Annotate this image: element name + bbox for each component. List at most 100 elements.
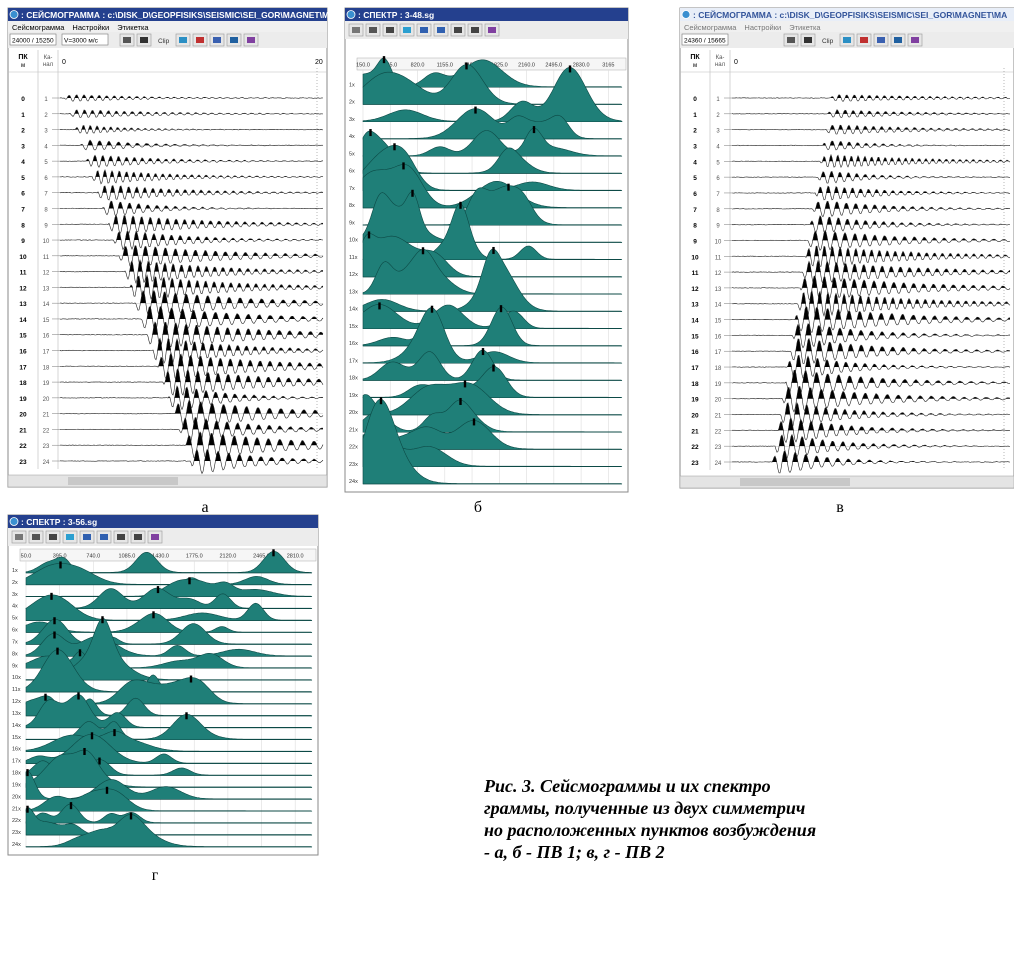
spectrum-ridge xyxy=(362,108,623,140)
spectrum-ridge xyxy=(362,398,623,485)
time-scale-label: 20 xyxy=(315,59,323,66)
row-label: 20x xyxy=(349,410,358,416)
row-label: 4x xyxy=(12,604,18,610)
window-frame xyxy=(679,7,1014,489)
trace-fill xyxy=(732,370,1010,383)
pk-label: 21 xyxy=(19,427,27,434)
channel-label: 7 xyxy=(44,192,48,198)
trace-line xyxy=(59,258,324,284)
trace-line xyxy=(731,171,1010,184)
window-frame xyxy=(7,7,328,488)
channel-label: 13 xyxy=(715,287,722,293)
menu-item: Сейсмограмма xyxy=(684,23,737,32)
toolbar-icon xyxy=(843,37,851,43)
pk-unit: м xyxy=(693,63,697,69)
peak-marker xyxy=(421,247,425,255)
trace-fill xyxy=(60,169,323,177)
pk-label: 11 xyxy=(20,270,27,277)
trace-line xyxy=(731,402,1011,427)
toolbar-icon xyxy=(369,27,377,33)
row-label: 17x xyxy=(349,358,358,364)
trace-line xyxy=(731,354,1011,380)
channel-label: 1 xyxy=(716,97,720,103)
pk-label: 12 xyxy=(691,286,699,293)
panel-label: в xyxy=(836,499,844,516)
peak-marker xyxy=(459,201,462,209)
toolbar-icon xyxy=(15,534,23,540)
toolbar-icon xyxy=(83,534,91,540)
channel-label: 8 xyxy=(716,208,720,214)
pk-label: 10 xyxy=(19,254,27,261)
field-box xyxy=(681,33,729,46)
trace-line xyxy=(59,337,324,364)
frequency-label: 2830.0 xyxy=(573,63,590,69)
field-box xyxy=(9,33,57,46)
trace-line xyxy=(59,290,324,317)
frequency-label: 740.0 xyxy=(86,554,100,560)
title-bar xyxy=(680,8,1014,21)
frequency-label: 2465.0 xyxy=(253,554,270,560)
channel-label: 21 xyxy=(715,414,722,420)
peak-marker xyxy=(507,183,510,191)
trace-line xyxy=(59,417,324,443)
frequency-label: 3165 xyxy=(602,63,614,69)
peak-marker xyxy=(367,231,371,239)
channel-label: 20 xyxy=(43,397,50,403)
pk-label: 5 xyxy=(693,175,697,182)
pk-label: 19 xyxy=(19,396,27,403)
row-label: 7x xyxy=(12,639,18,645)
channel-label: 16 xyxy=(43,334,50,340)
seismogram-window: : СЕЙСМОГРАММА : c:\DISK_D\GEOPFISIKS\SE… xyxy=(679,7,1014,489)
spectrum-ridge xyxy=(362,399,623,433)
spectrum-ridge xyxy=(362,164,623,209)
spectrum-ridge xyxy=(25,803,313,824)
trace-fill xyxy=(60,155,323,162)
trace-line xyxy=(731,433,1011,460)
channel-label: 5 xyxy=(44,160,48,166)
pk-label: 4 xyxy=(693,159,697,166)
channel-label: 13 xyxy=(43,286,50,292)
peak-marker xyxy=(152,611,155,619)
row-label: 10x xyxy=(349,238,358,244)
toolbar-icon xyxy=(437,27,445,33)
toolbar-icon xyxy=(894,37,902,43)
peak-marker xyxy=(78,649,82,657)
pk-label: 1 xyxy=(693,112,697,119)
peak-marker xyxy=(59,561,62,569)
peak-marker xyxy=(379,397,383,405)
trace-line xyxy=(59,321,324,349)
trace-line xyxy=(60,245,324,267)
peak-marker xyxy=(474,106,477,114)
channel-label: 9 xyxy=(44,223,48,229)
pk-label: 17 xyxy=(691,365,699,372)
channel-label: 11 xyxy=(43,255,50,261)
trace-line xyxy=(731,109,1011,118)
trace-fill xyxy=(60,215,323,225)
pk-label: 13 xyxy=(691,302,699,309)
pk-label: 1 xyxy=(21,112,25,119)
row-label: 9x xyxy=(12,663,18,669)
row-label: 12x xyxy=(349,272,358,278)
trace-line xyxy=(732,185,1011,201)
window-icon xyxy=(681,10,691,19)
pk-label: 14 xyxy=(691,318,699,325)
channel-label: 19 xyxy=(715,382,722,388)
channel-label: 2 xyxy=(716,113,720,119)
spectrum-ridge xyxy=(25,694,313,729)
spectrum-window: : СПЕКТР : 3-48.sg 150.0 485.0 820.0 1155.0 1… xyxy=(344,7,629,493)
scroll-thumb xyxy=(740,478,850,486)
row-label: 24x xyxy=(349,479,358,485)
trace-line xyxy=(59,185,324,201)
frequency-label: 2495.0 xyxy=(545,63,562,69)
row-label: 10x xyxy=(12,675,21,681)
frequency-label: 820.0 xyxy=(411,63,425,69)
toolbar-icon xyxy=(454,27,462,33)
peak-marker xyxy=(69,802,73,810)
trace-fill xyxy=(60,431,323,446)
peak-marker xyxy=(26,805,29,813)
spectrum-ridge xyxy=(25,579,313,598)
toolbar-icon xyxy=(471,27,479,33)
peak-marker xyxy=(77,692,80,700)
menu-bar xyxy=(680,21,1014,32)
peak-marker xyxy=(568,65,572,73)
